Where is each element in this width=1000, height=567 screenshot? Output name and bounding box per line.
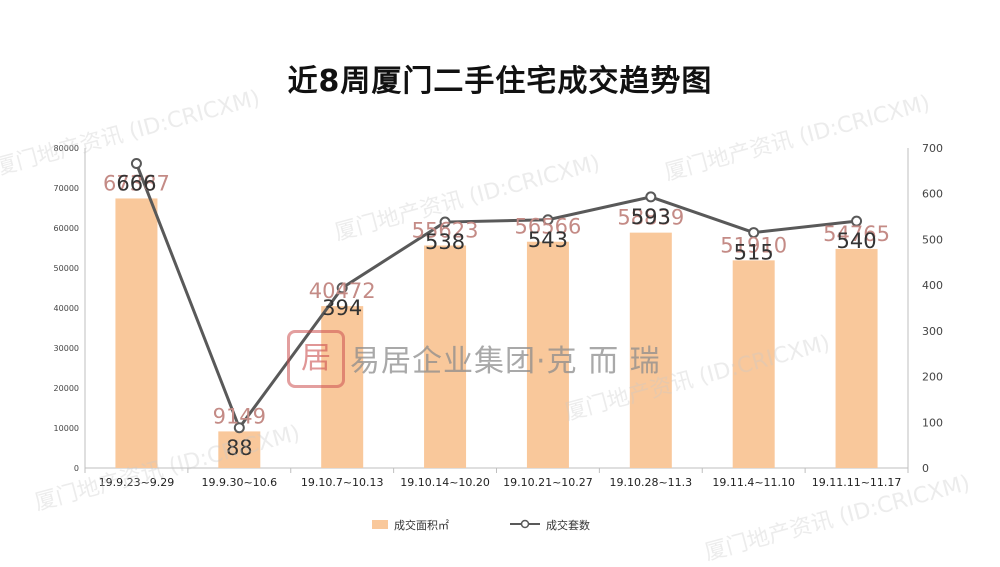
x-tick-label: 19.9.23~9.29 [99,476,175,489]
bar [218,431,261,468]
line-value-label: 593 [631,205,671,229]
x-tick-label: 19.11.4~11.10 [712,476,795,489]
legend-bar-swatch [372,520,388,529]
line-point [748,227,760,239]
line-point [645,191,657,203]
x-tick-label: 19.10.14~10.20 [400,476,490,489]
line-value-label: 88 [226,436,253,460]
y-left-tick-label: 30000 [54,344,79,353]
bar-value-label: 40472 [309,279,376,303]
x-tick-label: 19.11.11~11.17 [812,476,902,489]
bar-value-label: 51910 [720,233,787,257]
y-left-tick-label: 60000 [54,224,79,233]
y-left-tick-label: 50000 [54,264,79,273]
bar [629,232,672,468]
x-tick-label: 19.10.28~11.3 [609,476,692,489]
line-value-label: 543 [528,228,568,252]
series-line [135,162,857,431]
company-logo: 居 [287,330,345,388]
line-point [439,216,451,228]
bar-value-label: 54765 [823,222,890,246]
y-left-tick-label: 70000 [54,184,79,193]
line-point [542,214,554,226]
y-right-tick-label: 300 [922,325,943,338]
bar [526,241,569,468]
y-left-tick-label: 20000 [54,384,79,393]
bar-value-label: 9149 [213,404,266,428]
x-tick-label: 19.10.21~10.27 [503,476,593,489]
line-point [851,215,863,227]
y-right-tick-label: 600 [922,188,943,201]
bar [732,260,775,468]
line-value-label: 666 [116,172,156,196]
legend-bar-label: 成交面积㎡ [394,518,449,532]
y-right-tick-label: 400 [922,279,943,292]
bar [424,245,467,468]
line-point [336,282,348,294]
x-tick-label: 19.9.30~10.6 [201,476,277,489]
bar [835,248,878,468]
bar-value-label: 67387 [103,171,170,195]
y-right-tick-label: 0 [922,462,929,475]
line-value-label: 540 [837,229,877,253]
company-logo-text: 易居企业集团·克 而 瑞 [350,344,661,379]
bar [115,198,158,468]
bar-value-label: 55623 [412,219,479,243]
line-point [233,422,245,434]
chart-title: 近8周厦门二手住宅成交趋势图 [287,64,713,99]
y-left-tick-label: 10000 [54,424,79,433]
line-value-label: 538 [425,230,465,254]
y-right-tick-label: 500 [922,233,943,246]
y-right-tick-label: 100 [922,416,943,429]
y-right-tick-label: 700 [922,142,943,155]
bar-value-label: 58839 [617,206,684,230]
line-value-label: 394 [322,296,362,320]
line-value-label: 515 [734,241,774,265]
legend-line-marker [520,519,530,529]
line-point [130,158,142,170]
bar-value-label: 56566 [515,215,582,239]
y-right-tick-label: 200 [922,371,943,384]
y-left-tick-label: 80000 [54,144,79,153]
x-tick-label: 19.10.7~10.13 [301,476,384,489]
legend-line-label: 成交套数 [546,518,590,532]
y-left-tick-label: 40000 [54,304,79,313]
y-left-tick-label: 0 [74,464,79,473]
